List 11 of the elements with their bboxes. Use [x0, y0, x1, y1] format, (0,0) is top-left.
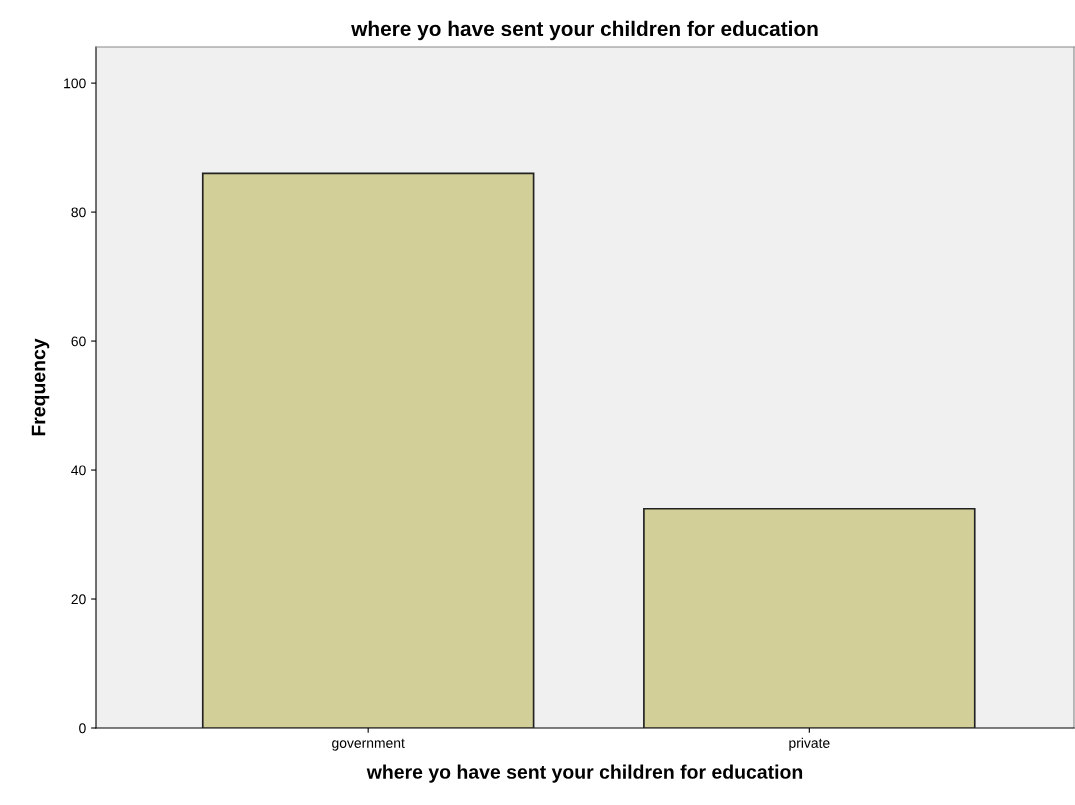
y-tick-label: 60: [71, 336, 86, 347]
x-axis-title: where yo have sent your children for education: [366, 764, 803, 783]
x-tick-label: government: [332, 738, 405, 751]
x-tick-label: private: [789, 737, 830, 751]
y-axis-title: Frequency: [31, 338, 50, 436]
y-tick-label: 80: [71, 207, 86, 218]
y-tick-label: 20: [71, 594, 86, 605]
y-tick-label: 40: [71, 465, 86, 476]
y-tick-label: 0: [79, 723, 86, 734]
y-tick-label: 100: [64, 78, 86, 89]
chart-title: where yo have sent your children for education: [351, 20, 818, 41]
